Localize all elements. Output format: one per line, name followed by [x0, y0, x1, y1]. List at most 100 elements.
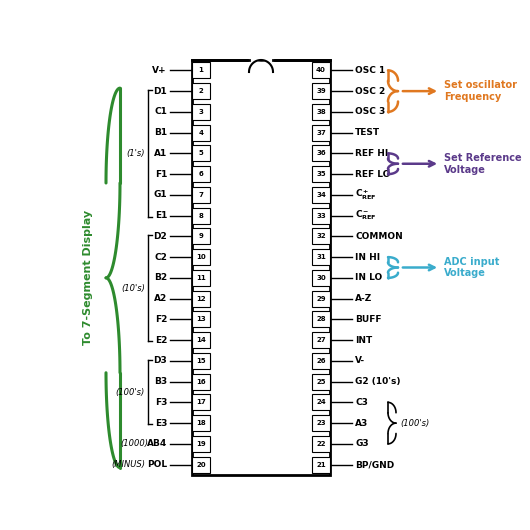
Text: 12: 12	[196, 296, 206, 302]
Text: POL: POL	[147, 460, 167, 469]
Bar	[312, 436, 330, 452]
Bar	[192, 145, 210, 162]
Text: 16: 16	[196, 378, 206, 385]
Text: E3: E3	[155, 419, 167, 428]
Text: D1: D1	[153, 86, 167, 95]
Bar	[312, 83, 330, 99]
Text: V+: V+	[153, 66, 167, 75]
Text: 21: 21	[316, 462, 326, 467]
Text: (10's): (10's)	[121, 284, 145, 293]
Text: REF LO: REF LO	[355, 170, 391, 179]
Text: D3: D3	[153, 356, 167, 365]
Text: 25: 25	[316, 378, 326, 385]
Bar	[312, 125, 330, 141]
Text: 34: 34	[316, 192, 326, 198]
Text: IN HI: IN HI	[355, 253, 380, 262]
Text: IN LO: IN LO	[355, 273, 382, 282]
Bar	[312, 104, 330, 120]
Text: 10: 10	[196, 254, 206, 260]
Bar	[312, 353, 330, 369]
Text: 7: 7	[199, 192, 204, 198]
Bar	[192, 63, 210, 78]
Text: 19: 19	[196, 441, 206, 447]
Text: AB4: AB4	[147, 439, 167, 448]
Text: G1: G1	[153, 190, 167, 199]
Text: To 7-Segment Display: To 7-Segment Display	[83, 210, 93, 346]
Bar	[192, 60, 330, 475]
Text: (100's): (100's)	[116, 387, 145, 396]
Text: 39: 39	[316, 88, 326, 94]
Text: C3: C3	[355, 398, 368, 407]
Bar	[312, 456, 330, 473]
Text: (1000): (1000)	[120, 439, 148, 448]
Text: 26: 26	[316, 358, 326, 364]
Text: 15: 15	[196, 358, 206, 364]
Bar	[312, 208, 330, 224]
Text: F1: F1	[155, 170, 167, 179]
Text: 27: 27	[316, 337, 326, 343]
Bar	[192, 104, 210, 120]
Text: 2: 2	[199, 88, 204, 94]
Text: A1: A1	[154, 149, 167, 158]
Bar	[192, 456, 210, 473]
Text: B1: B1	[154, 128, 167, 137]
Text: 17: 17	[196, 400, 206, 405]
Bar	[312, 290, 330, 307]
Text: A3: A3	[355, 419, 368, 428]
Text: 40: 40	[316, 67, 326, 73]
Text: 20: 20	[196, 462, 206, 467]
Bar	[312, 374, 330, 390]
Bar	[192, 332, 210, 348]
Bar	[312, 166, 330, 182]
Bar	[192, 187, 210, 203]
Text: 31: 31	[316, 254, 326, 260]
Bar	[192, 353, 210, 369]
Text: B3: B3	[154, 377, 167, 386]
Text: 14: 14	[196, 337, 206, 343]
Bar	[312, 249, 330, 265]
Text: 23: 23	[316, 420, 326, 426]
Bar	[312, 270, 330, 286]
Text: C2: C2	[154, 253, 167, 262]
Text: (MINUS): (MINUS)	[111, 460, 145, 469]
Text: $\mathbf{C_{REF}^+}$: $\mathbf{C_{REF}^+}$	[355, 188, 377, 202]
Bar	[192, 394, 210, 410]
Text: COMMON: COMMON	[355, 232, 403, 241]
Text: (100's): (100's)	[400, 419, 429, 428]
Text: G2 (10's): G2 (10's)	[355, 377, 401, 386]
Bar	[192, 83, 210, 99]
Text: 32: 32	[316, 233, 326, 240]
Text: C1: C1	[154, 108, 167, 117]
Text: BUFF: BUFF	[355, 315, 382, 324]
Text: $\mathbf{C_{REF}^-}$: $\mathbf{C_{REF}^-}$	[355, 209, 377, 223]
Text: OSC 1: OSC 1	[355, 66, 385, 75]
Text: 8: 8	[199, 213, 204, 218]
Text: INT: INT	[355, 335, 372, 344]
Text: 1: 1	[199, 67, 204, 73]
Text: F3: F3	[155, 398, 167, 407]
Text: 11: 11	[196, 275, 206, 281]
Text: OSC 2: OSC 2	[355, 86, 385, 95]
Text: A2: A2	[154, 294, 167, 303]
Bar	[192, 208, 210, 224]
Text: D2: D2	[153, 232, 167, 241]
Text: 6: 6	[199, 171, 204, 177]
Text: ADC input
Voltage: ADC input Voltage	[444, 257, 499, 278]
Text: 38: 38	[316, 109, 326, 115]
Text: G3: G3	[355, 439, 369, 448]
Text: 24: 24	[316, 400, 326, 405]
Bar	[192, 290, 210, 307]
Text: 9: 9	[199, 233, 204, 240]
Text: E2: E2	[155, 335, 167, 344]
Text: 13: 13	[196, 316, 206, 322]
Text: 30: 30	[316, 275, 326, 281]
Bar	[192, 249, 210, 265]
Text: 18: 18	[196, 420, 206, 426]
Bar	[192, 436, 210, 452]
Bar	[312, 145, 330, 162]
Bar	[312, 187, 330, 203]
Text: 33: 33	[316, 213, 326, 218]
Text: 4: 4	[199, 130, 204, 136]
Text: TEST: TEST	[355, 128, 380, 137]
Text: 5: 5	[199, 151, 204, 156]
